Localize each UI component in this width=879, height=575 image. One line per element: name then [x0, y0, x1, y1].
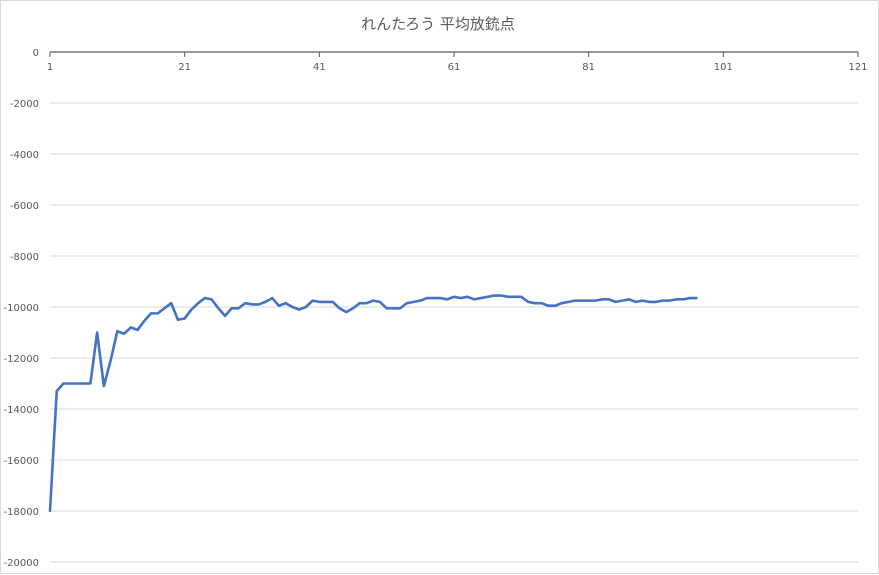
chart-title: れんたろう 平均放銃点 — [361, 15, 515, 33]
x-axis — [49, 51, 859, 57]
y-tick-label: -8000 — [10, 252, 39, 263]
x-tick-label: 121 — [848, 62, 867, 73]
y-tick-label: -2000 — [10, 99, 39, 110]
y-tick-label: -16000 — [4, 456, 39, 467]
series-layer — [48, 294, 698, 513]
y-tick-label: -14000 — [4, 405, 39, 416]
x-axis-tick-labels: 1 21 41 61 81 101 121 — [47, 62, 868, 73]
x-tick-label: 41 — [313, 62, 326, 73]
y-tick-label: -12000 — [4, 354, 39, 365]
x-tick-label: 21 — [178, 62, 191, 73]
y-tick-label: -6000 — [10, 201, 39, 212]
x-tick-label: 61 — [448, 62, 461, 73]
x-tick-label: 101 — [714, 62, 733, 73]
y-tick-label: -20000 — [4, 558, 39, 569]
y-tick-label: -4000 — [10, 150, 39, 161]
x-tick-label: 1 — [47, 62, 53, 73]
y-tick-label: -10000 — [4, 303, 39, 314]
y-tick-label: 0 — [33, 48, 39, 59]
x-tick-label: 81 — [582, 62, 595, 73]
y-axis-tick-labels: 0 -2000 -4000 -6000 -8000 -10000 -12000 -14000 -… — [4, 48, 39, 569]
gridlines — [50, 102, 858, 563]
series-line — [48, 294, 698, 513]
y-tick-label: -18000 — [4, 507, 39, 518]
